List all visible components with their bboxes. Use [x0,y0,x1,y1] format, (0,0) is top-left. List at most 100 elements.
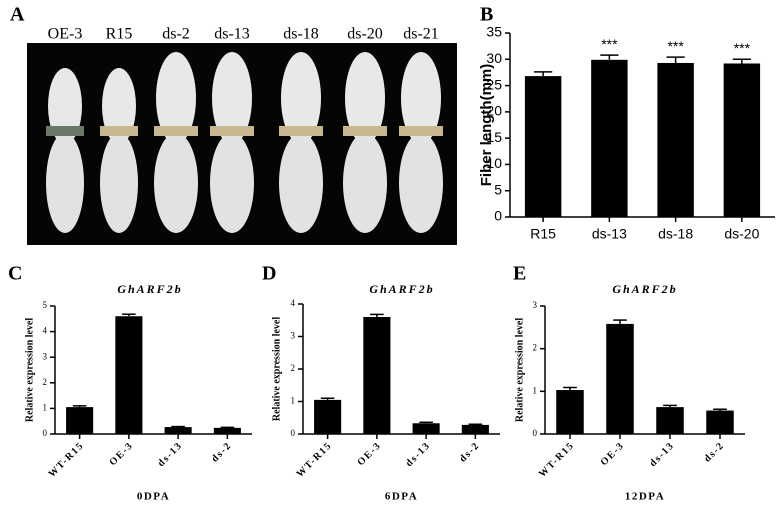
error-bar [370,313,384,317]
panel-label: D [262,263,276,285]
y-tick-label: 25 [486,76,502,92]
error-bar [72,405,87,408]
fiber-bottom [46,133,84,233]
y-tick-label: 4 [43,326,48,336]
bar [591,59,628,217]
error-bar [320,397,335,400]
bar [461,424,489,434]
y-tick-label: 2 [291,363,296,373]
bar [115,316,143,434]
fiber-band [46,126,84,136]
y-axis-label: Relative expression level [24,318,35,422]
x-tick-label: WT-R15 [537,440,577,480]
x-tick-label: OE-3 [355,440,383,468]
panel-label: B [480,4,493,26]
bar [412,423,440,434]
x-axis-label: 12DPA [625,491,665,503]
bar [606,323,634,434]
error-bar [666,56,685,63]
y-tick-label: 0 [533,428,538,438]
error-bar [122,313,136,317]
y-axis-label: Fiber length(mm) [478,64,495,187]
x-tick-label: ds-13 [404,440,433,469]
fiber-top [48,68,82,144]
y-tick-label: 2 [533,343,538,353]
error-bar [563,386,577,391]
error-bar [171,425,185,428]
significance: *** [667,38,684,54]
sample-label: ds-21 [403,26,439,43]
panel-label: E [513,263,526,285]
panel-label: A [10,4,25,26]
y-tick-label: 5 [494,181,502,197]
x-tick-label: ds-2 [458,440,483,465]
bar [314,399,342,434]
fiber-bottom [279,133,323,233]
y-tick-label: 10 [486,155,502,171]
panel-label: C [8,263,22,285]
fiber-band [154,126,198,136]
y-tick-label: 1 [43,402,48,412]
bar [164,427,192,434]
error-bar [468,423,483,425]
error-bar [220,426,235,429]
fiber-band [210,126,254,136]
y-tick-label: 3 [43,351,48,361]
x-tick-label: OE-3 [599,440,627,468]
y-tick-label: 30 [486,50,502,66]
error-bar [663,404,677,408]
significance: *** [734,40,751,56]
bar [556,390,584,434]
error-bar [732,58,751,64]
error-bar [534,71,553,77]
bar [524,76,562,217]
sample-label: ds-2 [162,26,190,43]
chart-title: GhARF2b [612,282,677,296]
sample-label: ds-13 [214,26,250,43]
fiber-band [100,126,138,136]
y-axis-label: Relative expression level [271,317,282,421]
fiber-band [279,126,323,136]
error-bar [713,408,727,411]
fiber-band [399,126,443,136]
y-tick-label: 1 [533,385,538,395]
fiber-top [345,52,385,144]
x-tick-label: ds-2 [702,440,727,465]
x-tick-label: ds-2 [210,440,235,465]
y-tick-label: 1 [291,396,296,406]
fiber-top [212,52,252,144]
y-tick-label: 0 [43,428,48,438]
error-bar [419,421,433,424]
x-tick-label: ds-13 [592,226,627,242]
y-tick-label: 3 [291,331,296,341]
x-axis-label: 0DPA [137,491,170,503]
x-tick-label: ds-13 [648,440,677,469]
error-bar [600,54,619,60]
fiber-band [343,126,387,136]
x-tick-label: R15 [530,226,556,242]
fiber-top [102,68,136,144]
y-tick-label: 4 [291,298,296,308]
x-tick-label: ds-13 [156,440,185,469]
bar [723,63,761,218]
y-tick-label: 20 [486,103,502,119]
fiber-bottom [100,133,138,233]
y-tick-label: 0 [494,208,502,224]
y-axis-label: Relative expression level [514,318,525,422]
error-bar [613,319,627,324]
y-tick-label: 15 [486,129,502,145]
sample-label: ds-18 [283,26,319,43]
fiber-bottom [154,133,198,233]
y-tick-label: 5 [43,300,48,310]
x-axis-label: 6DPA [385,491,418,503]
bar [363,317,391,434]
sample-label: ds-20 [347,26,383,43]
sample-label: OE-3 [48,26,83,43]
bar [706,410,734,434]
chart-title: GhARF2b [369,282,434,296]
bar [656,407,684,434]
fiber-bottom [343,133,387,233]
y-tick-label: 0 [291,428,296,438]
x-tick-label: ds-18 [658,226,693,242]
